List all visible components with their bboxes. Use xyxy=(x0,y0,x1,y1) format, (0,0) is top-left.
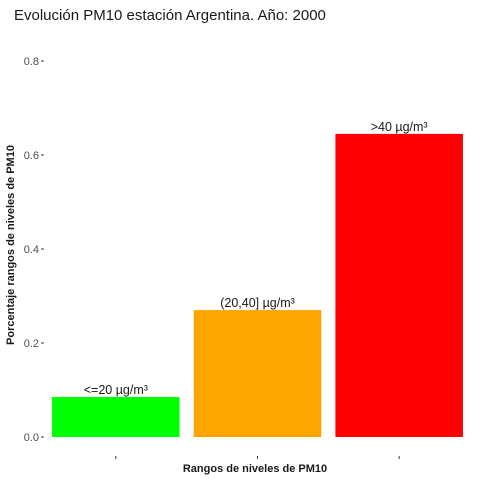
bar-data-label: >40 µg/m³ xyxy=(371,120,428,134)
bar-labels-group: <=20 µg/m³ (20,40] µg/m³ >40 µg/m³ xyxy=(84,120,428,397)
bar xyxy=(335,133,463,437)
y-tick-label: 0.0 xyxy=(24,432,39,444)
y-axis-title: Porcentaje rangos de niveles de PM10 xyxy=(5,145,17,345)
x-axis-title: Rangos de niveles de PM10 xyxy=(183,463,327,475)
bar xyxy=(52,397,180,437)
bars-group xyxy=(52,133,463,437)
y-tick-label: 0.2 xyxy=(24,338,39,350)
bar xyxy=(193,310,322,437)
chart-title: Evolución PM10 estación Argentina. Año: … xyxy=(14,7,326,24)
y-axis: 0.0 0.2 0.4 0.6 0.8 xyxy=(24,56,44,444)
bar-data-label: <=20 µg/m³ xyxy=(84,383,148,397)
y-tick-label: 0.4 xyxy=(24,244,39,256)
x-axis xyxy=(115,456,400,459)
y-tick-label: 0.8 xyxy=(24,56,39,68)
y-tick-label: 0.6 xyxy=(24,150,39,162)
bar-data-label: (20,40] µg/m³ xyxy=(220,296,295,310)
